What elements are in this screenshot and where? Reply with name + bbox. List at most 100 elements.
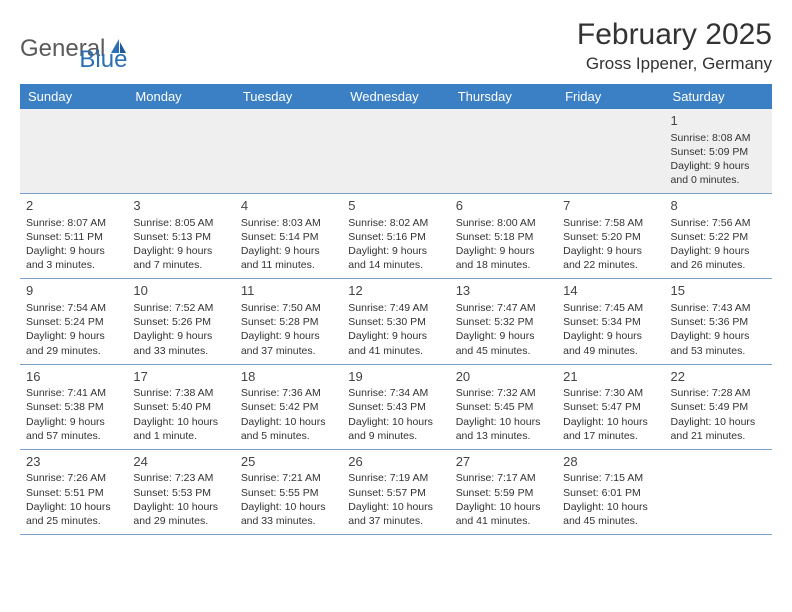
sunset-text: Sunset: 5:09 PM — [671, 145, 766, 159]
daylight-text: Daylight: 10 hours and 13 minutes. — [456, 415, 551, 443]
day-number: 24 — [133, 453, 228, 471]
daylight-text: Daylight: 10 hours and 41 minutes. — [456, 500, 551, 528]
sunrise-text: Sunrise: 7:30 AM — [563, 386, 658, 400]
daylight-text: Daylight: 9 hours and 0 minutes. — [671, 159, 766, 187]
sunset-text: Sunset: 5:30 PM — [348, 315, 443, 329]
day-number: 14 — [563, 282, 658, 300]
sunset-text: Sunset: 5:55 PM — [241, 486, 336, 500]
daylight-text: Daylight: 9 hours and 57 minutes. — [26, 415, 121, 443]
sunset-text: Sunset: 5:53 PM — [133, 486, 228, 500]
sunrise-text: Sunrise: 8:07 AM — [26, 216, 121, 230]
daylight-text: Daylight: 9 hours and 3 minutes. — [26, 244, 121, 272]
daylight-text: Daylight: 9 hours and 41 minutes. — [348, 329, 443, 357]
sunset-text: Sunset: 5:47 PM — [563, 400, 658, 414]
day-number: 12 — [348, 282, 443, 300]
day-cell: 16Sunrise: 7:41 AMSunset: 5:38 PMDayligh… — [20, 365, 127, 449]
day-cell: 4Sunrise: 8:03 AMSunset: 5:14 PMDaylight… — [235, 194, 342, 278]
sunrise-text: Sunrise: 7:47 AM — [456, 301, 551, 315]
day-cell: 9Sunrise: 7:54 AMSunset: 5:24 PMDaylight… — [20, 279, 127, 363]
day-header-cell: Saturday — [665, 84, 772, 109]
sunrise-text: Sunrise: 8:08 AM — [671, 131, 766, 145]
logo: General Blue — [20, 24, 127, 74]
daylight-text: Daylight: 10 hours and 33 minutes. — [241, 500, 336, 528]
day-header-cell: Thursday — [450, 84, 557, 109]
day-number: 19 — [348, 368, 443, 386]
day-number: 20 — [456, 368, 551, 386]
daylight-text: Daylight: 10 hours and 37 minutes. — [348, 500, 443, 528]
sunset-text: Sunset: 5:43 PM — [348, 400, 443, 414]
day-cell: 14Sunrise: 7:45 AMSunset: 5:34 PMDayligh… — [557, 279, 664, 363]
day-cell: 7Sunrise: 7:58 AMSunset: 5:20 PMDaylight… — [557, 194, 664, 278]
sunset-text: Sunset: 5:38 PM — [26, 400, 121, 414]
day-cell: 8Sunrise: 7:56 AMSunset: 5:22 PMDaylight… — [665, 194, 772, 278]
sunset-text: Sunset: 5:49 PM — [671, 400, 766, 414]
day-cell: 22Sunrise: 7:28 AMSunset: 5:49 PMDayligh… — [665, 365, 772, 449]
sunset-text: Sunset: 5:36 PM — [671, 315, 766, 329]
day-number: 10 — [133, 282, 228, 300]
day-cell: 11Sunrise: 7:50 AMSunset: 5:28 PMDayligh… — [235, 279, 342, 363]
calendar-grid: SundayMondayTuesdayWednesdayThursdayFrid… — [20, 84, 772, 535]
sunset-text: Sunset: 5:18 PM — [456, 230, 551, 244]
day-number: 7 — [563, 197, 658, 215]
sunset-text: Sunset: 5:28 PM — [241, 315, 336, 329]
sunrise-text: Sunrise: 7:52 AM — [133, 301, 228, 315]
day-header-row: SundayMondayTuesdayWednesdayThursdayFrid… — [20, 84, 772, 109]
day-number: 17 — [133, 368, 228, 386]
sunset-text: Sunset: 5:40 PM — [133, 400, 228, 414]
sunset-text: Sunset: 5:34 PM — [563, 315, 658, 329]
day-cell: 26Sunrise: 7:19 AMSunset: 5:57 PMDayligh… — [342, 450, 449, 534]
day-cell — [127, 109, 234, 193]
sunrise-text: Sunrise: 8:02 AM — [348, 216, 443, 230]
sunrise-text: Sunrise: 7:26 AM — [26, 471, 121, 485]
daylight-text: Daylight: 9 hours and 37 minutes. — [241, 329, 336, 357]
daylight-text: Daylight: 10 hours and 29 minutes. — [133, 500, 228, 528]
week-row: 23Sunrise: 7:26 AMSunset: 5:51 PMDayligh… — [20, 450, 772, 535]
sunrise-text: Sunrise: 7:32 AM — [456, 386, 551, 400]
daylight-text: Daylight: 10 hours and 1 minute. — [133, 415, 228, 443]
daylight-text: Daylight: 10 hours and 25 minutes. — [26, 500, 121, 528]
daylight-text: Daylight: 9 hours and 53 minutes. — [671, 329, 766, 357]
day-cell: 21Sunrise: 7:30 AMSunset: 5:47 PMDayligh… — [557, 365, 664, 449]
sunrise-text: Sunrise: 7:54 AM — [26, 301, 121, 315]
logo-text-blue: Blue — [79, 46, 127, 74]
day-number: 21 — [563, 368, 658, 386]
day-cell: 15Sunrise: 7:43 AMSunset: 5:36 PMDayligh… — [665, 279, 772, 363]
daylight-text: Daylight: 9 hours and 7 minutes. — [133, 244, 228, 272]
sunset-text: Sunset: 5:24 PM — [26, 315, 121, 329]
sunset-text: Sunset: 5:13 PM — [133, 230, 228, 244]
daylight-text: Daylight: 10 hours and 45 minutes. — [563, 500, 658, 528]
calendar-page: General Blue February 2025 Gross Ippener… — [0, 0, 792, 553]
sunrise-text: Sunrise: 7:23 AM — [133, 471, 228, 485]
sunrise-text: Sunrise: 8:05 AM — [133, 216, 228, 230]
sunrise-text: Sunrise: 7:21 AM — [241, 471, 336, 485]
sunrise-text: Sunrise: 7:17 AM — [456, 471, 551, 485]
sunset-text: Sunset: 5:42 PM — [241, 400, 336, 414]
page-title: February 2025 — [577, 18, 772, 52]
sunset-text: Sunset: 5:59 PM — [456, 486, 551, 500]
day-cell: 17Sunrise: 7:38 AMSunset: 5:40 PMDayligh… — [127, 365, 234, 449]
day-cell: 10Sunrise: 7:52 AMSunset: 5:26 PMDayligh… — [127, 279, 234, 363]
day-cell — [665, 450, 772, 534]
sunrise-text: Sunrise: 7:19 AM — [348, 471, 443, 485]
daylight-text: Daylight: 9 hours and 11 minutes. — [241, 244, 336, 272]
day-cell — [235, 109, 342, 193]
day-number: 1 — [671, 112, 766, 130]
day-number: 3 — [133, 197, 228, 215]
day-number: 5 — [348, 197, 443, 215]
sunrise-text: Sunrise: 7:38 AM — [133, 386, 228, 400]
sunset-text: Sunset: 5:51 PM — [26, 486, 121, 500]
week-row: 1Sunrise: 8:08 AMSunset: 5:09 PMDaylight… — [20, 109, 772, 194]
day-number: 2 — [26, 197, 121, 215]
daylight-text: Daylight: 9 hours and 22 minutes. — [563, 244, 658, 272]
daylight-text: Daylight: 9 hours and 18 minutes. — [456, 244, 551, 272]
day-header-cell: Wednesday — [342, 84, 449, 109]
sunrise-text: Sunrise: 7:45 AM — [563, 301, 658, 315]
daylight-text: Daylight: 10 hours and 17 minutes. — [563, 415, 658, 443]
sunrise-text: Sunrise: 8:03 AM — [241, 216, 336, 230]
location-label: Gross Ippener, Germany — [577, 54, 772, 74]
daylight-text: Daylight: 9 hours and 26 minutes. — [671, 244, 766, 272]
sunset-text: Sunset: 5:11 PM — [26, 230, 121, 244]
day-number: 27 — [456, 453, 551, 471]
day-cell: 20Sunrise: 7:32 AMSunset: 5:45 PMDayligh… — [450, 365, 557, 449]
day-cell — [20, 109, 127, 193]
